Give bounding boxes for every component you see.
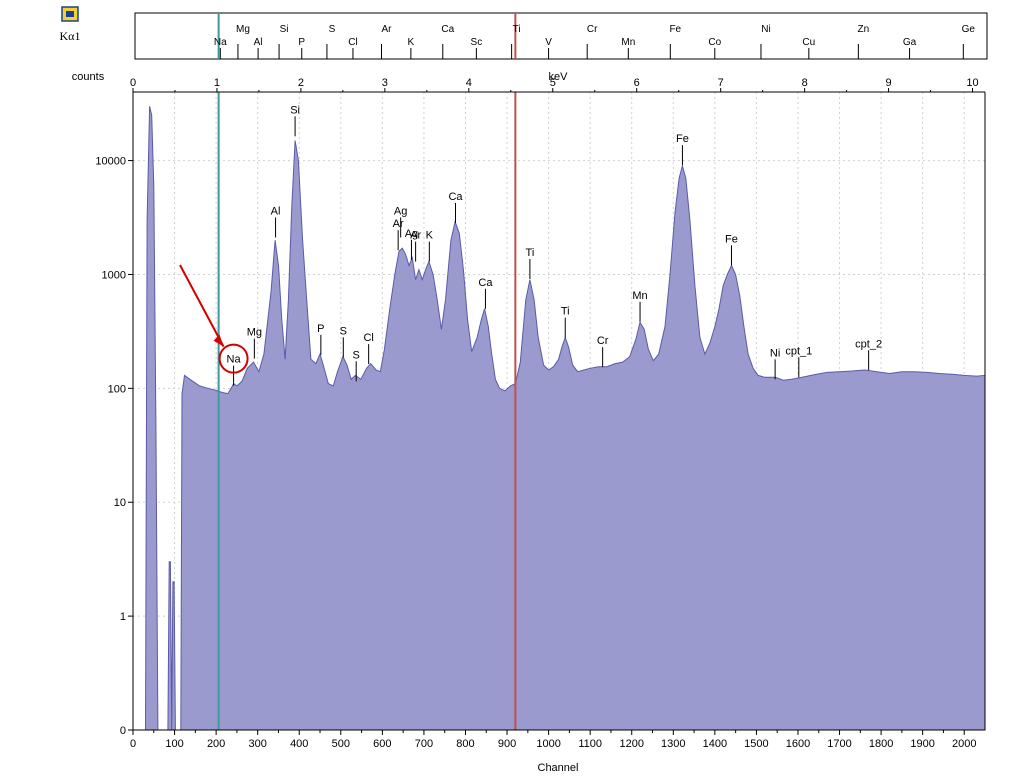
y-axis-title: counts <box>72 71 105 83</box>
ruler-element-sc[interactable]: Sc <box>471 37 483 48</box>
y-tick-label: 0 <box>120 725 126 737</box>
peak-label-s: S <box>353 349 360 361</box>
x-tick-label: 300 <box>249 738 267 750</box>
y-tick-label: 10000 <box>95 156 126 168</box>
x-tick-label: 100 <box>165 738 183 750</box>
ruler-element-cu[interactable]: Cu <box>802 37 815 48</box>
line-series-label: Kα1 <box>60 29 81 43</box>
peak-label-ti: Ti <box>526 247 535 259</box>
peak-label-p: P <box>317 323 324 335</box>
y-tick-label: 1000 <box>102 269 126 281</box>
x-axis-title: Channel <box>538 762 579 774</box>
peak-label-cpt_1: cpt_1 <box>785 345 812 357</box>
ruler-element-s[interactable]: S <box>329 24 336 35</box>
peak-label-fe: Fe <box>725 233 738 245</box>
spectrum-area <box>144 106 986 731</box>
top-tick-label: 8 <box>802 77 808 89</box>
peak-label-al: Al <box>271 205 281 217</box>
top-tick-label: 0 <box>130 77 136 89</box>
x-tick-label: 0 <box>130 738 136 750</box>
ruler-element-ti[interactable]: Ti <box>513 24 521 35</box>
x-tick-label: 1100 <box>578 738 602 750</box>
peak-label-k: K <box>426 230 434 242</box>
x-tick-label: 1500 <box>744 738 768 750</box>
ruler-element-cr[interactable]: Cr <box>587 24 598 35</box>
top-tick-label: 3 <box>382 77 388 89</box>
peak-label-cl: Cl <box>363 332 373 344</box>
x-tick-label: 1300 <box>661 738 685 750</box>
peak-label-ag: Ag <box>405 228 418 240</box>
ruler-element-zn[interactable]: Zn <box>858 24 870 35</box>
peak-label-ti: Ti <box>561 306 570 318</box>
ruler-element-v[interactable]: V <box>545 37 552 48</box>
top-tick-label: 5 <box>550 77 556 89</box>
x-tick-label: 2000 <box>952 738 976 750</box>
y-tick-label: 10 <box>114 497 126 509</box>
ruler-element-cl[interactable]: Cl <box>348 37 357 48</box>
ruler-element-ni[interactable]: Ni <box>761 24 770 35</box>
x-tick-label: 200 <box>207 738 225 750</box>
y-tick-label: 100 <box>108 383 126 395</box>
top-tick-label: 2 <box>298 77 304 89</box>
peak-label-ni: Ni <box>770 347 780 359</box>
ruler-element-mg[interactable]: Mg <box>236 24 250 35</box>
peak-label-ag: Ag <box>394 205 407 217</box>
peak-label-mn: Mn <box>632 290 647 302</box>
top-tick-label: 1 <box>214 77 220 89</box>
ruler-element-si[interactable]: Si <box>280 24 289 35</box>
highlight-arrow <box>179 264 225 348</box>
peak-label-mg: Mg <box>247 327 262 339</box>
x-tick-label: 1700 <box>827 738 851 750</box>
element-ruler-box[interactable] <box>134 12 988 60</box>
ruler-element-ar[interactable]: Ar <box>382 24 393 35</box>
peak-label-si: Si <box>290 104 300 116</box>
top-axis-title: keV <box>549 71 569 83</box>
ruler-element-fe[interactable]: Fe <box>669 24 681 35</box>
peak-label-ar: Ar <box>393 218 404 230</box>
peak-label-ar: Ar <box>410 230 421 242</box>
peak-label-cr: Cr <box>597 335 609 347</box>
ruler-element-p[interactable]: P <box>298 37 305 48</box>
ruler-element-ge[interactable]: Ge <box>962 24 976 35</box>
ruler-element-co[interactable]: Co <box>708 37 721 48</box>
y-tick-label: 1 <box>120 611 126 623</box>
x-tick-label: 1800 <box>869 738 893 750</box>
top-tick-label: 9 <box>886 77 892 89</box>
x-tick-label: 500 <box>332 738 350 750</box>
top-tick-label: 6 <box>634 77 640 89</box>
highlight-circle <box>218 343 249 374</box>
x-tick-label: 1400 <box>703 738 727 750</box>
x-tick-label: 600 <box>373 738 391 750</box>
peak-label-na: Na <box>227 354 242 366</box>
ruler-element-k[interactable]: K <box>408 37 415 48</box>
x-tick-label: 1200 <box>619 738 643 750</box>
x-tick-label: 1000 <box>536 738 560 750</box>
x-tick-label: 1600 <box>786 738 810 750</box>
ruler-element-ga[interactable]: Ga <box>903 37 917 48</box>
x-tick-label: 900 <box>498 738 516 750</box>
x-tick-label: 1900 <box>910 738 934 750</box>
top-tick-label: 4 <box>466 77 472 89</box>
peak-label-fe: Fe <box>676 133 689 145</box>
x-tick-label: 400 <box>290 738 308 750</box>
arrow-head <box>213 334 224 347</box>
peak-label-ca: Ca <box>448 191 463 203</box>
ruler-element-mn[interactable]: Mn <box>621 37 635 48</box>
top-tick-label: 10 <box>966 77 978 89</box>
x-tick-label: 800 <box>456 738 474 750</box>
x-tick-label: 700 <box>415 738 433 750</box>
peak-label-ca: Ca <box>478 277 493 289</box>
top-tick-label: 7 <box>718 77 724 89</box>
line-series-icon[interactable] <box>61 6 79 22</box>
peak-label-cpt_2: cpt_2 <box>855 338 882 350</box>
ruler-element-na[interactable]: Na <box>214 37 227 48</box>
ruler-element-ca[interactable]: Ca <box>441 24 454 35</box>
peak-label-s: S <box>340 325 347 337</box>
element-ruler: Kα1 Mg Si S Ar Ca Ti Cr Fe Ni Zn Ge Na Al P Cl K Sc V Mn Co… <box>60 6 988 60</box>
ruler-element-al[interactable]: Al <box>254 37 263 48</box>
